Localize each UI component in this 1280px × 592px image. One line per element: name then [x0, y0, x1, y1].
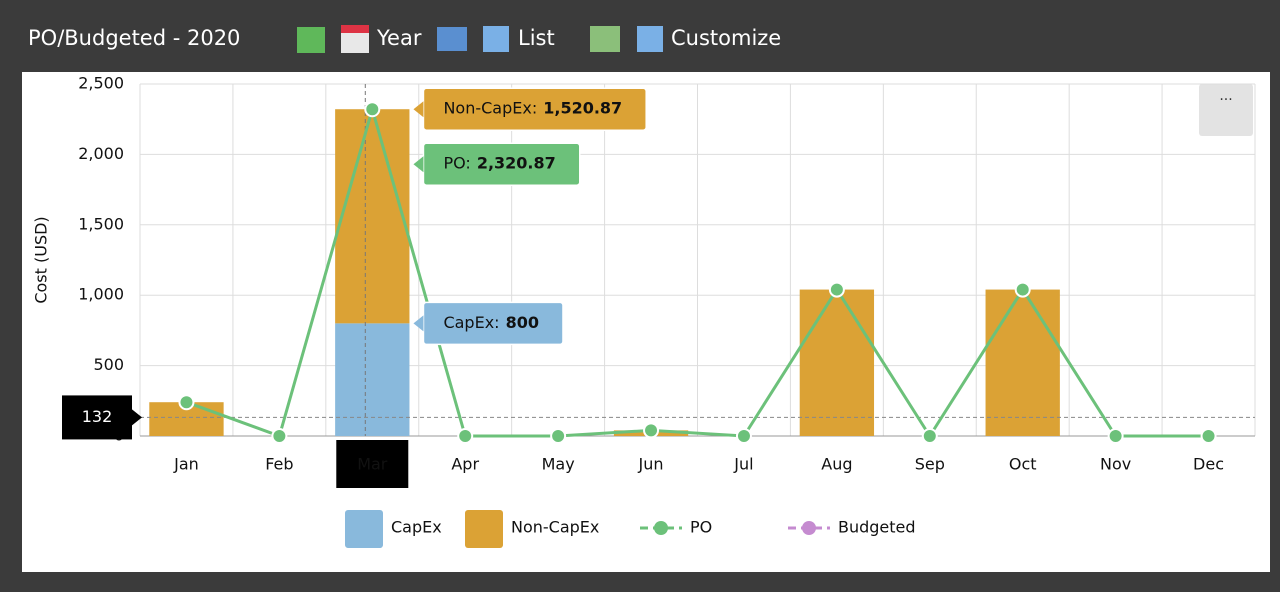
x-tick-label: Nov: [1100, 455, 1131, 474]
y-axis-label: Cost (USD): [32, 216, 51, 303]
bar: [335, 109, 410, 324]
highlight-label-box: [336, 440, 409, 488]
crosshair-label-box: [62, 395, 132, 440]
tooltip-label: Non-CapEx:: [443, 99, 537, 118]
x-tick-label: May: [542, 455, 575, 474]
menu-label: ···: [1219, 92, 1232, 108]
line: [185, 103, 1209, 439]
legend-label: Non-CapEx: [511, 518, 599, 537]
bar: [335, 323, 410, 436]
export-button[interactable]: [590, 26, 620, 52]
tooltip-label: PO:: [443, 154, 470, 173]
tooltip-arrow: [413, 101, 424, 118]
hierarchy-button[interactable]: [437, 27, 467, 51]
x-tick-label: Apr: [451, 455, 479, 474]
tooltip-value: 2,320.87: [477, 154, 556, 173]
crosshair-label-arrow: [132, 409, 142, 426]
point: [457, 428, 474, 444]
y-tick-label: 1,500: [78, 214, 124, 233]
tooltip-label: CapEx:: [443, 313, 499, 332]
y-tick-label: 1,000: [78, 285, 124, 304]
point: [271, 428, 288, 444]
point: [364, 101, 381, 118]
x-tick-label: Jul: [733, 455, 753, 474]
list-label: List: [518, 26, 555, 50]
tooltip-arrow: [413, 156, 424, 173]
tooltip-value: 1,520.87: [543, 99, 622, 118]
x-tick-label: Oct: [1009, 455, 1037, 474]
y-tick-label: 2,000: [78, 144, 124, 163]
y-tick-label: 500: [93, 355, 124, 374]
tooltip-arrow: [413, 315, 424, 332]
tooltip: CapEx: 800: [413, 301, 564, 346]
y-tick-label: 2,500: [78, 74, 124, 93]
point: [1200, 428, 1217, 444]
legend-swatch: [345, 510, 383, 548]
x-tick-label: Jun: [638, 455, 664, 474]
bar: [985, 289, 1060, 436]
point: [828, 281, 845, 298]
point: [550, 428, 567, 444]
legend-dot: [802, 521, 816, 535]
x-tick-label: Sep: [915, 455, 945, 474]
menu-button[interactable]: ···: [1199, 84, 1253, 136]
list-button[interactable]: List: [483, 26, 555, 52]
x-tick-label: Feb: [265, 455, 293, 474]
legend-label: CapEx: [391, 518, 442, 537]
tooltip: PO: 2,320.87: [413, 142, 581, 186]
bar: [799, 289, 875, 436]
point: [1014, 281, 1031, 298]
customize-label: Customize: [671, 26, 781, 50]
crosshair-label: 132: [82, 407, 113, 426]
widget-title: PO/Budgeted - 2020: [28, 26, 240, 50]
legend-swatch: [465, 510, 503, 548]
x-tick-label: Mar: [357, 455, 388, 474]
x-tick-label: Dec: [1193, 455, 1224, 474]
point: [735, 428, 752, 444]
x-tick-label: Aug: [821, 455, 852, 474]
legend-dot: [654, 521, 668, 535]
expand-button[interactable]: [297, 27, 325, 53]
point: [178, 394, 195, 411]
x-tick-label: Jan: [173, 455, 199, 474]
tooltip: Non-CapEx: 1,520.87: [413, 87, 647, 131]
customize-button[interactable]: Customize: [637, 26, 781, 52]
legend-label: PO: [690, 518, 712, 537]
tooltip-value: 800: [506, 313, 539, 332]
year-button[interactable]: Year: [341, 25, 422, 53]
point: [643, 422, 660, 439]
point: [921, 428, 938, 444]
point: [1107, 428, 1124, 444]
chart-panel: [22, 72, 1270, 572]
year-label: Year: [376, 26, 422, 50]
legend-label: Budgeted: [838, 518, 916, 537]
